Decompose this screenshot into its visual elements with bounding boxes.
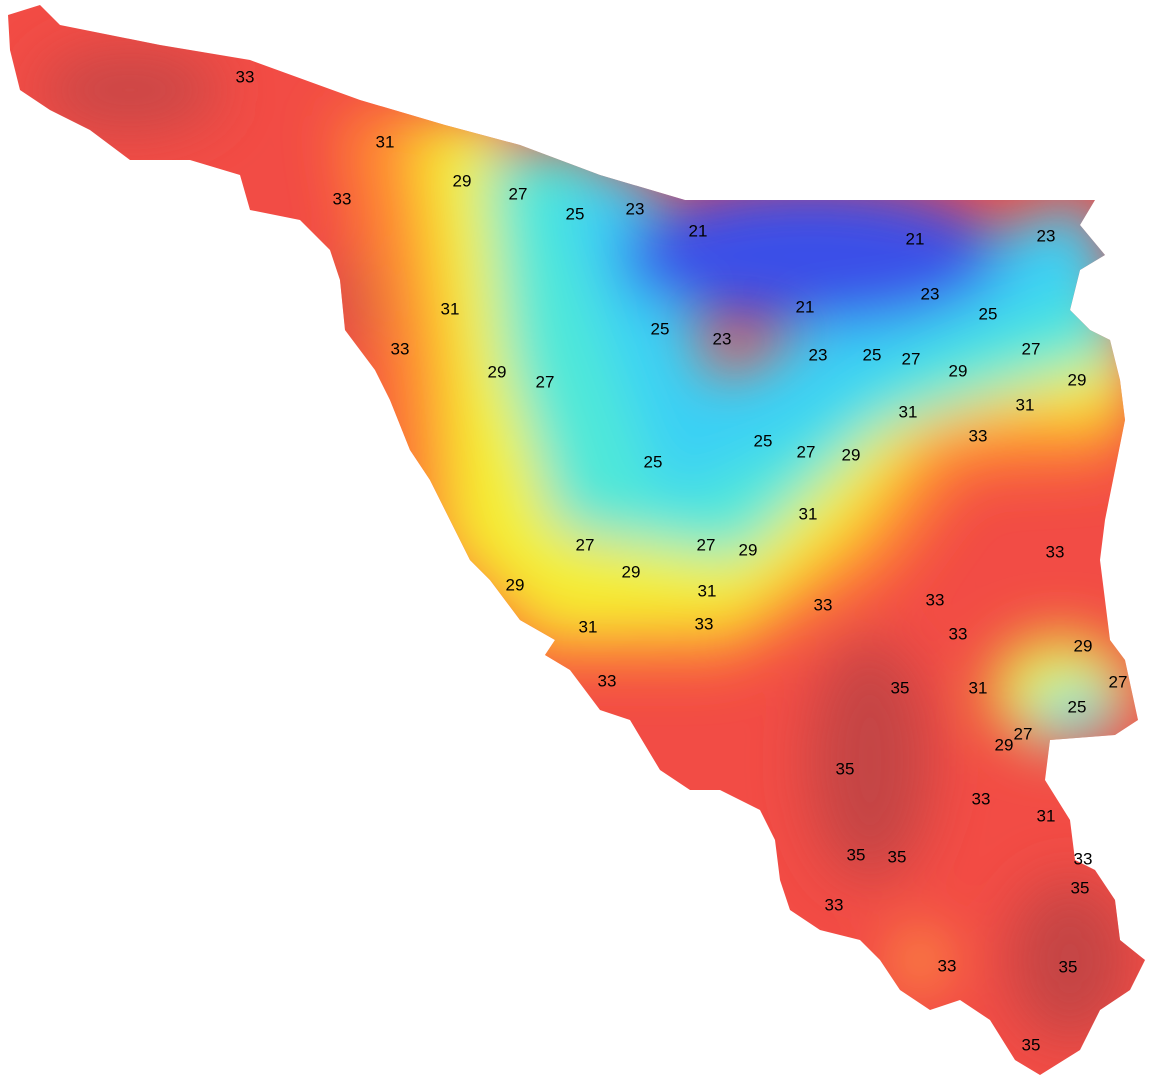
contour-label: 35	[836, 759, 855, 778]
contour-label: 23	[809, 345, 828, 364]
contour-label: 35	[1071, 878, 1090, 897]
contour-label: 29	[842, 445, 861, 464]
contour-label: 23	[1037, 226, 1056, 245]
contour-label: 27	[1109, 672, 1128, 691]
contour-label: 33	[814, 595, 833, 614]
contour-label: 31	[579, 617, 598, 636]
contour-label: 29	[622, 562, 641, 581]
contour-label: 35	[847, 845, 866, 864]
contour-label: 29	[949, 361, 968, 380]
contour-label: 29	[995, 735, 1014, 754]
contour-label: 21	[689, 221, 708, 240]
contour-label: 33	[236, 67, 255, 86]
contour-label: 33	[972, 789, 991, 808]
contour-label: 33	[1074, 849, 1093, 868]
contour-label: 21	[796, 297, 815, 316]
contour-label: 27	[1014, 724, 1033, 743]
contour-label: 35	[888, 847, 907, 866]
contour-label: 29	[453, 171, 472, 190]
contour-label: 35	[1022, 1035, 1041, 1054]
contour-label: 25	[644, 452, 663, 471]
contour-label: 33	[391, 339, 410, 358]
contour-label: 33	[926, 590, 945, 609]
contour-label: 31	[1037, 806, 1056, 825]
contour-label: 27	[576, 535, 595, 554]
contour-label: 31	[1016, 395, 1035, 414]
contour-label: 25	[754, 431, 773, 450]
contour-label: 33	[1046, 542, 1065, 561]
contour-label: 25	[566, 204, 585, 223]
contour-label: 25	[651, 319, 670, 338]
contour-label: 31	[899, 402, 918, 421]
contour-label: 33	[598, 671, 617, 690]
contour-label: 21	[906, 229, 925, 248]
contour-labels: 33 31 33 29 27 25 23 21 21 23 21 23 25 2…	[236, 67, 1128, 1054]
contour-label: 33	[695, 614, 714, 633]
contour-label: 29	[506, 575, 525, 594]
contour-label: 31	[698, 581, 717, 600]
contour-label: 27	[509, 184, 528, 203]
contour-label: 33	[949, 624, 968, 643]
contour-label: 33	[825, 895, 844, 914]
contour-label: 23	[921, 284, 940, 303]
contour-label: 29	[488, 362, 507, 381]
contour-label: 33	[969, 426, 988, 445]
contour-label: 25	[979, 304, 998, 323]
contour-label: 27	[1022, 339, 1041, 358]
contour-label: 27	[797, 442, 816, 461]
contour-label: 27	[697, 535, 716, 554]
contour-label: 27	[902, 349, 921, 368]
contour-label: 33	[333, 189, 352, 208]
contour-label: 35	[891, 678, 910, 697]
contour-label: 29	[1068, 370, 1087, 389]
contour-label: 29	[1074, 636, 1093, 655]
contour-label: 25	[863, 345, 882, 364]
contour-label: 31	[441, 299, 460, 318]
contour-label: 35	[1059, 957, 1078, 976]
contour-label: 31	[799, 504, 818, 523]
contour-label: 33	[938, 956, 957, 975]
contour-label: 27	[536, 372, 555, 391]
contour-label: 23	[626, 199, 645, 218]
contour-label: 31	[969, 678, 988, 697]
contour-label: 29	[739, 540, 758, 559]
contour-label: 31	[376, 132, 395, 151]
contour-label: 25	[1068, 697, 1087, 716]
contour-label: 23	[713, 329, 732, 348]
